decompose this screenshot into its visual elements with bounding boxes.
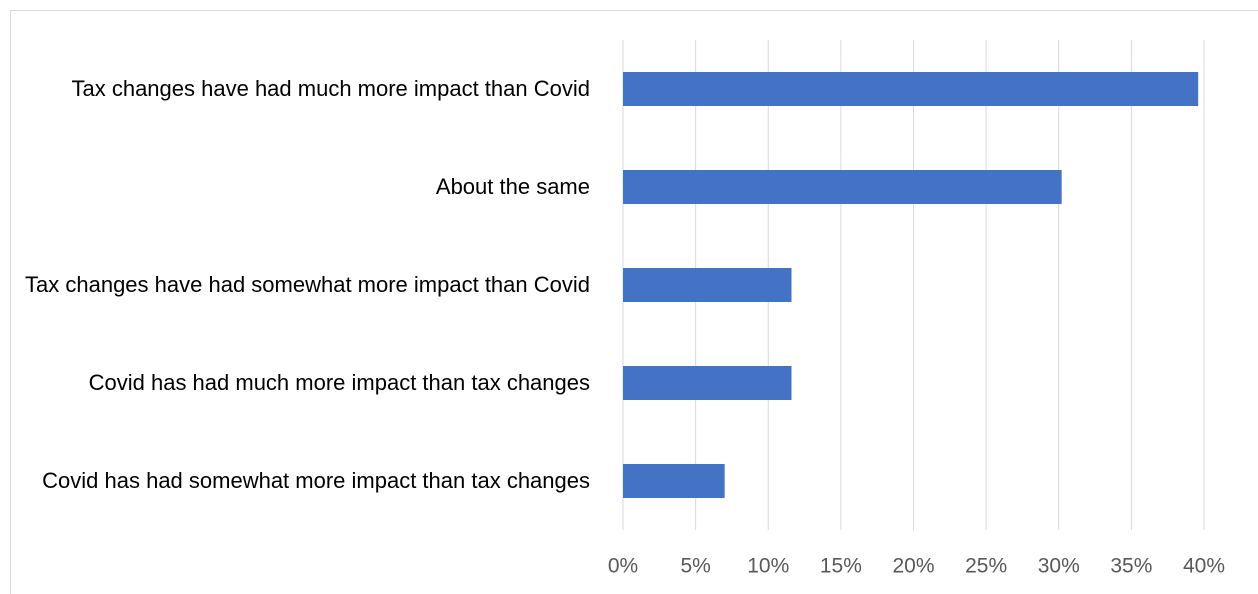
y-tick-label: Covid has had much more impact than tax … — [88, 370, 590, 395]
x-tick-label: 0% — [608, 555, 638, 578]
y-tick-label-box: Tax changes have had somewhat more impac… — [0, 240, 590, 330]
bar — [623, 464, 725, 498]
x-tick-label: 5% — [680, 555, 710, 578]
x-tick-label: 10% — [747, 555, 789, 578]
chart-frame — [10, 10, 1258, 594]
y-tick-label: About the same — [435, 174, 590, 199]
x-tick-label: 30% — [1038, 555, 1080, 578]
x-tick-label: 15% — [820, 555, 862, 578]
bar — [623, 170, 1062, 204]
y-tick-label-box: Tax changes have had much more impact th… — [0, 44, 590, 134]
y-tick-label-box: Covid has had somewhat more impact than … — [0, 436, 590, 526]
y-tick-label: Covid has had somewhat more impact than … — [42, 468, 590, 493]
bar — [623, 268, 792, 302]
y-tick-label-box: About the same — [0, 142, 590, 232]
y-tick-label: Tax changes have had somewhat more impac… — [25, 272, 590, 297]
bar — [623, 366, 792, 400]
bar — [623, 72, 1199, 106]
y-tick-label-box: Covid has had much more impact than tax … — [0, 338, 590, 428]
y-tick-label: Tax changes have had much more impact th… — [71, 76, 590, 101]
x-tick-label: 20% — [892, 555, 934, 578]
x-tick-label: 40% — [1183, 555, 1225, 578]
x-tick-label: 35% — [1110, 555, 1152, 578]
x-tick-label: 25% — [965, 555, 1007, 578]
